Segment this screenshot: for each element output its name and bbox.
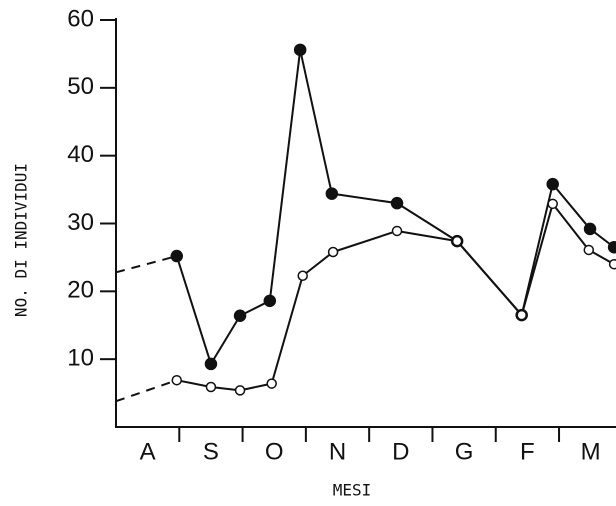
line-segment bbox=[175, 255, 212, 365]
line-segment bbox=[520, 203, 554, 316]
marker bbox=[516, 309, 527, 321]
x-tick-label: D bbox=[392, 438, 409, 465]
line-segment bbox=[302, 251, 334, 277]
line-segment bbox=[115, 379, 178, 403]
y-tick-label: 60 bbox=[67, 5, 94, 32]
marker bbox=[171, 374, 183, 386]
marker bbox=[583, 222, 597, 236]
marker bbox=[263, 294, 277, 308]
x-tick-label: S bbox=[203, 438, 219, 465]
y-tick-label: 20 bbox=[67, 277, 94, 304]
marker bbox=[234, 385, 246, 396]
line-segment bbox=[551, 183, 591, 230]
x-axis-title: MESI bbox=[333, 481, 372, 500]
line-segment bbox=[210, 315, 241, 365]
marker bbox=[391, 225, 403, 237]
marker bbox=[233, 309, 247, 323]
y-tick-label: 50 bbox=[67, 73, 94, 100]
marker bbox=[170, 249, 184, 263]
x-tick-label: N bbox=[329, 438, 346, 465]
line-segment bbox=[456, 240, 523, 316]
marker bbox=[293, 43, 307, 57]
line-segment bbox=[268, 49, 302, 301]
line-segment bbox=[551, 203, 590, 251]
x-tick-label: M bbox=[581, 438, 601, 465]
marker bbox=[325, 187, 339, 200]
marker bbox=[204, 357, 218, 371]
line-segment bbox=[115, 255, 178, 274]
x-tick-label: G bbox=[455, 438, 474, 465]
marker bbox=[607, 240, 616, 254]
line-segment bbox=[331, 192, 398, 205]
marker bbox=[547, 198, 558, 210]
marker bbox=[327, 246, 339, 258]
line-segment bbox=[332, 230, 398, 253]
line-segment bbox=[396, 202, 458, 242]
marker bbox=[583, 244, 595, 256]
marker bbox=[205, 381, 217, 393]
x-tick-label: A bbox=[140, 438, 156, 465]
line-segment bbox=[176, 379, 212, 388]
line-segment bbox=[299, 49, 333, 194]
marker bbox=[266, 378, 277, 389]
line-segment bbox=[239, 382, 272, 392]
y-tick-label: 30 bbox=[67, 209, 94, 236]
y-axis-title: NO. DI INDIVIDUI bbox=[12, 163, 31, 317]
line-segment bbox=[270, 275, 304, 384]
x-tick-label: F bbox=[520, 438, 535, 465]
marker bbox=[297, 270, 308, 281]
marker bbox=[608, 258, 616, 270]
marker bbox=[451, 235, 463, 247]
marker bbox=[546, 177, 559, 191]
y-tick-label: 10 bbox=[67, 345, 94, 372]
y-tick-label: 40 bbox=[67, 141, 94, 168]
marker bbox=[390, 196, 404, 210]
x-tick-label: O bbox=[265, 438, 284, 465]
line-segment bbox=[396, 229, 458, 243]
